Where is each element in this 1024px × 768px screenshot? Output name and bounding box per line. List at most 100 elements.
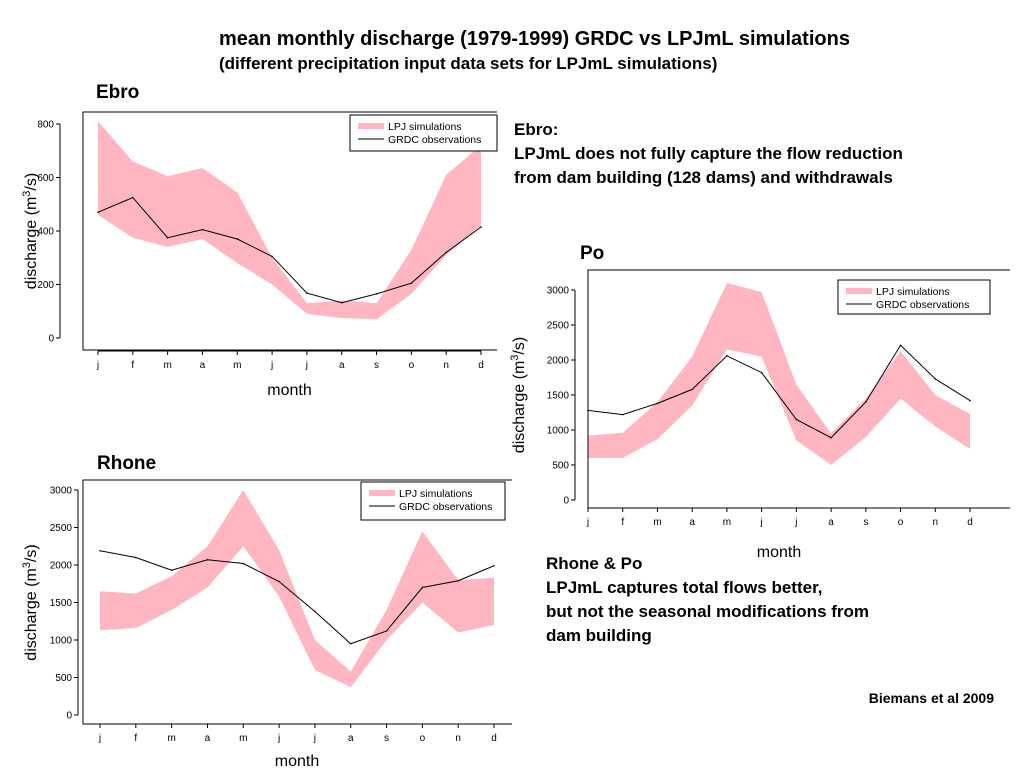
ebro-grdc-point <box>166 236 169 239</box>
ebro-grdc-point <box>132 196 134 199</box>
po-x-tick-label: d <box>967 517 973 528</box>
citation: Biemans et al 2009 <box>868 690 994 706</box>
rhone-grdc-point <box>385 630 388 632</box>
rhone-po-note-line: but not the seasonal modifications from <box>546 602 870 621</box>
ebro-y-tick-label: 200 <box>37 280 54 291</box>
ebro-note-line: from dam building (128 dams) and withdra… <box>514 168 893 187</box>
rhone-grdc-point <box>421 586 424 589</box>
po-panel-label: Po <box>580 243 605 264</box>
po-x-tick-label: s <box>863 517 868 528</box>
rhone-legend-band-swatch <box>369 490 395 496</box>
ebro-grdc-point <box>97 211 99 214</box>
ebro-lpj-simulations-band <box>98 121 481 320</box>
rhone-x-tick-label: j <box>277 733 280 744</box>
rhone-y-tick-label: 2500 <box>50 523 73 534</box>
po-x-tick-label: o <box>898 517 904 528</box>
rhone-y-tick-label: 1500 <box>50 598 73 609</box>
rhone-chart: 0 500 1000 1500 2000 2500 3000 j f m a m j j a s o n d mont… <box>21 479 512 768</box>
ebro-legend-band-label: LPJ simulations <box>388 121 462 133</box>
rhone-y-tick-label: 0 <box>66 711 72 722</box>
ebro-grdc-point <box>340 301 343 304</box>
ebro-x-tick-label: n <box>443 360 449 371</box>
rhone-y-tick-label: 500 <box>55 673 72 684</box>
ebro-y-tick-label: 0 <box>48 334 54 345</box>
rhone-x-tick-label: j <box>313 733 316 744</box>
rhone-y-tick-label: 2000 <box>50 561 73 572</box>
po-x-tick-label: a <box>828 517 834 528</box>
po-grdc-point <box>726 355 728 357</box>
rhone-x-tick-label: m <box>167 733 175 744</box>
po-grdc-point <box>830 436 832 439</box>
po-grdc-point <box>934 378 937 380</box>
rhone-x-tick-label: d <box>491 733 497 744</box>
ebro-x-tick-label: m <box>163 360 171 371</box>
po-legend-band-label: LPJ simulations <box>876 286 950 298</box>
ebro-legend-band-swatch <box>358 123 384 129</box>
rhone-po-note: Rhone & Po LPJmL captures total flows be… <box>546 552 869 648</box>
ebro-note-heading: Ebro: <box>514 120 559 139</box>
po-x-tick-label: j <box>586 517 589 528</box>
rhone-po-note-line: LPJmL captures total flows better, <box>546 578 823 597</box>
po-grdc-observations-line <box>587 344 971 439</box>
rhone-x-tick-label: o <box>420 733 426 744</box>
rhone-x-axis-title: month <box>275 753 319 768</box>
rhone-po-note-line: dam building <box>546 626 652 645</box>
ebro-legend-box <box>349 114 498 152</box>
rhone-x-tick-label: m <box>239 733 247 744</box>
po-grdc-point <box>865 401 867 403</box>
ebro-grdc-point <box>306 292 308 294</box>
po-x-tick-label: n <box>932 517 938 528</box>
ebro-note-line: LPJmL does not fully capture the flow re… <box>514 144 903 163</box>
ebro-x-tick-label: j <box>96 360 99 371</box>
po-chart: 0 500 1000 1500 2000 2500 3000 j f m a m j j a s o n d mont… <box>509 269 1010 561</box>
ebro-legend-line-label: GRDC observations <box>388 134 481 146</box>
po-x-tick-label: m <box>723 517 731 528</box>
po-y-tick-label: 3000 <box>547 286 570 297</box>
rhone-grdc-observations-line <box>99 550 495 645</box>
rhone-grdc-point <box>99 549 101 552</box>
rhone-lpj-simulations-band <box>100 490 494 688</box>
rhone-grdc-point <box>242 562 245 565</box>
rhone-y-tick-label: 3000 <box>50 486 73 497</box>
page-subtitle: (different precipitation input data sets… <box>219 54 718 73</box>
po-x-axis-title: month <box>757 544 801 561</box>
ebro-y-axis-title: discharge (m3/s) <box>21 173 40 289</box>
ebro-x-tick-label: o <box>409 360 415 371</box>
rhone-panel-label: Rhone <box>97 453 157 474</box>
po-x-tick-label: m <box>653 517 661 528</box>
po-y-tick-label: 2000 <box>547 356 570 367</box>
po-legend-line-label: GRDC observations <box>876 299 969 311</box>
ebro-note: Ebro: LPJmL does not fully capture the f… <box>514 118 903 190</box>
po-legend-band-swatch <box>846 288 872 294</box>
rhone-grdc-point <box>135 556 137 559</box>
ebro-grdc-point <box>201 228 204 231</box>
ebro-x-tick-label: a <box>339 360 345 371</box>
rhone-x-tick-label: n <box>455 733 461 744</box>
ebro-grdc-point <box>236 238 239 240</box>
rhone-legend-line-label: GRDC observations <box>399 501 492 513</box>
ebro-panel-label: Ebro <box>96 82 140 103</box>
ebro-y-tick-label: 600 <box>37 173 54 184</box>
ebro-x-tick-label: s <box>374 360 379 371</box>
po-grdc-point <box>795 418 798 421</box>
po-y-tick-label: 2500 <box>547 321 570 332</box>
rhone-grdc-point <box>493 564 495 567</box>
po-y-tick-label: 500 <box>552 461 569 472</box>
rhone-po-note-heading: Rhone & Po <box>546 554 643 573</box>
po-lpj-simulations-band <box>588 283 970 465</box>
po-grdc-point <box>656 402 659 405</box>
ebro-x-tick-label: m <box>233 360 241 371</box>
ebro-x-tick-label: j <box>270 360 273 371</box>
ebro-x-tick-label: f <box>131 360 134 371</box>
rhone-grdc-point <box>206 558 209 561</box>
po-grdc-point <box>621 413 624 416</box>
po-y-axis-title: discharge (m3/s) <box>509 337 528 453</box>
rhone-grdc-point <box>278 580 280 583</box>
ebro-x-axis-title: month <box>267 382 311 399</box>
rhone-grdc-point <box>314 610 316 613</box>
po-grdc-point <box>760 371 763 374</box>
ebro-grdc-observations-line <box>97 196 482 304</box>
po-legend-box <box>837 279 991 315</box>
rhone-y-tick-label: 1000 <box>50 636 73 647</box>
ebro-grdc-point <box>271 255 273 258</box>
